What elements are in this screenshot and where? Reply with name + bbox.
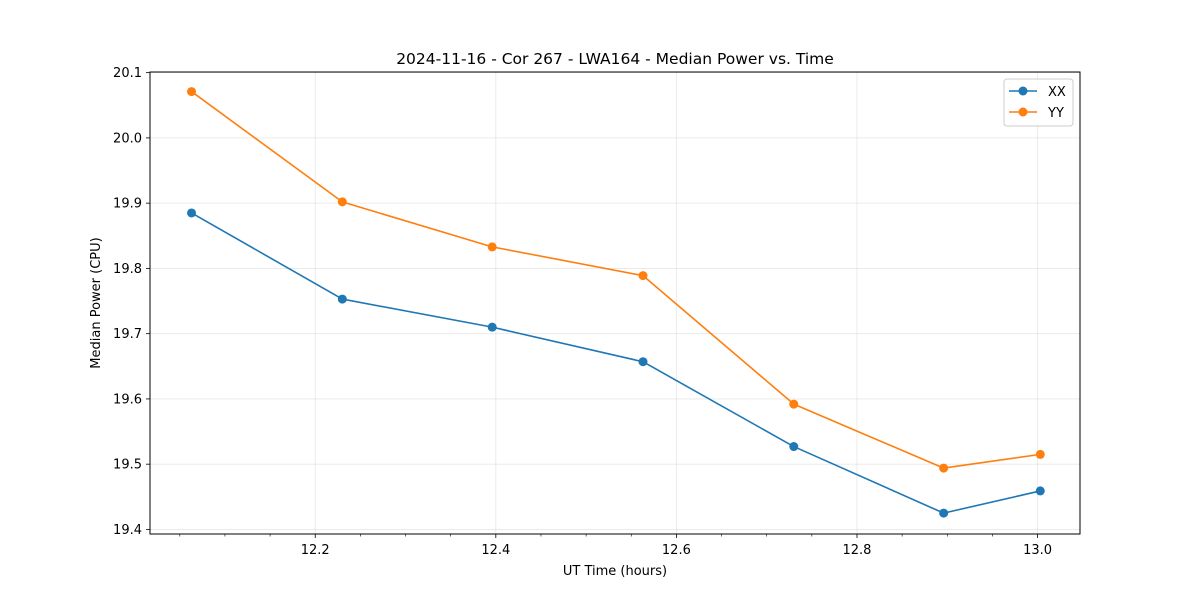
data-point-xx	[337, 294, 347, 304]
y-tick-label: 19.9	[113, 197, 142, 212]
data-point-xx	[1035, 486, 1045, 496]
y-tick-label: 19.4	[113, 523, 142, 538]
y-tick-label: 19.8	[113, 262, 142, 277]
y-tick-label: 20.0	[113, 131, 142, 146]
data-point-yy	[789, 399, 799, 409]
plot-frame	[149, 71, 1081, 535]
series-yy	[187, 87, 1045, 473]
series-xx	[187, 208, 1045, 518]
grid	[150, 72, 1080, 534]
y-axis: 19.4 19.5 19.6 19.7 19.8 19.9 20.0 20.1	[113, 66, 150, 538]
y-tick-label: 19.5	[113, 458, 142, 473]
x-axis-label: UT Time (hours)	[563, 564, 667, 579]
x-axis: 12.2 12.4 12.6 12.8 13.0	[179, 534, 1052, 558]
data-point-yy	[1035, 449, 1045, 459]
x-tick-label: 12.8	[843, 543, 872, 558]
legend-marker-xx	[1018, 86, 1028, 96]
legend-marker-yy	[1018, 107, 1028, 117]
data-point-yy	[939, 463, 949, 473]
legend: XX YY	[1003, 78, 1074, 127]
x-tick-label: 12.2	[301, 543, 330, 558]
chart-title: 2024-11-16 - Cor 267 - LWA164 - Median P…	[396, 50, 834, 68]
data-point-xx	[187, 208, 197, 218]
y-tick-label: 19.6	[113, 392, 142, 407]
x-tick-label: 12.4	[481, 543, 510, 558]
plot-area-background	[150, 72, 1080, 534]
data-point-yy	[187, 87, 197, 97]
data-point-yy	[638, 271, 648, 281]
data-point-xx	[487, 322, 497, 332]
data-point-xx	[789, 442, 799, 452]
series-layer	[187, 87, 1045, 518]
y-axis-label: Median Power (CPU)	[89, 237, 104, 368]
y-tick-label: 20.1	[113, 66, 142, 81]
legend-label-xx: XX	[1048, 85, 1066, 100]
legend-label-yy: YY	[1047, 106, 1064, 121]
x-tick-label: 13.0	[1023, 543, 1052, 558]
x-tick-label: 12.6	[662, 543, 691, 558]
data-point-yy	[337, 197, 347, 207]
y-tick-label: 19.7	[113, 327, 142, 342]
data-point-yy	[487, 242, 497, 252]
data-point-xx	[638, 357, 648, 367]
data-point-xx	[939, 508, 949, 518]
